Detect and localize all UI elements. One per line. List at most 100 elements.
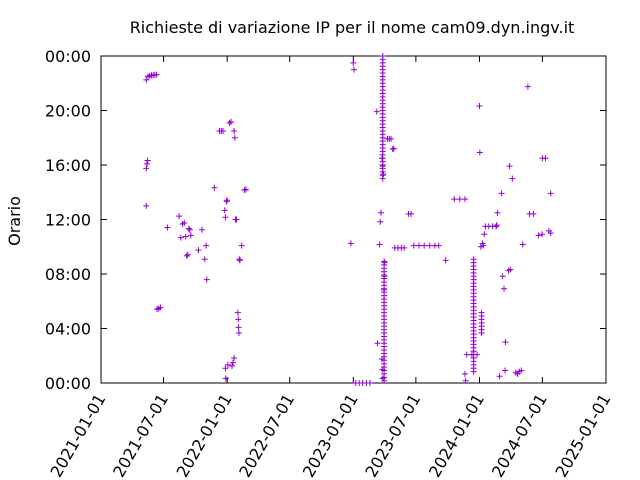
data-point (451, 196, 458, 203)
data-point (388, 135, 395, 142)
data-point (223, 198, 230, 205)
y-tick-label: 00:00 (45, 47, 91, 66)
data-point (462, 377, 469, 384)
data-point (157, 304, 164, 311)
data-point (203, 276, 210, 283)
x-tick-label: 2024-01-01 (425, 391, 488, 480)
data-point (518, 367, 525, 374)
data-point (390, 145, 397, 152)
data-point (238, 242, 245, 249)
data-point (198, 226, 205, 233)
x-tick-label: 2022-07-01 (235, 391, 298, 480)
data-point (186, 226, 193, 233)
data-point (377, 209, 384, 216)
data-point (470, 256, 477, 263)
data-point (143, 160, 150, 167)
data-points (143, 53, 554, 386)
data-point (535, 232, 542, 239)
data-point (435, 242, 442, 249)
data-point (176, 213, 183, 220)
data-point (224, 197, 231, 204)
data-point (374, 340, 381, 347)
data-point (461, 196, 468, 203)
data-point (408, 210, 415, 217)
data-point (373, 108, 380, 115)
y-axis-label: Orario (5, 196, 24, 246)
data-point (456, 196, 463, 203)
data-point (530, 210, 537, 217)
y-tick-label: 00:00 (45, 374, 91, 393)
data-point (236, 256, 243, 263)
data-point (507, 266, 514, 273)
data-point (478, 309, 485, 316)
axes: 00:0004:0008:0012:0016:0020:0000:002021-… (45, 47, 615, 480)
data-point (542, 155, 549, 162)
data-point (347, 240, 354, 247)
data-point (519, 241, 526, 248)
data-point (502, 339, 509, 346)
data-point (498, 190, 505, 197)
data-point (224, 361, 231, 368)
data-point (351, 66, 358, 73)
data-point (366, 380, 373, 386)
data-point (509, 175, 516, 182)
data-point (231, 127, 238, 134)
data-point (381, 258, 388, 265)
data-point (524, 83, 531, 90)
data-point (416, 242, 423, 249)
data-point (177, 234, 184, 241)
y-tick-label: 04:00 (45, 320, 91, 339)
data-point (143, 165, 150, 172)
data-point (426, 242, 433, 249)
x-tick-label: 2025-01-01 (552, 391, 615, 480)
x-tick-label: 2023-07-01 (361, 391, 424, 480)
data-point (547, 230, 554, 237)
data-point (461, 370, 468, 377)
chart-title: Richieste di variazione IP per il nome c… (130, 18, 575, 37)
data-point (235, 324, 242, 331)
data-point (234, 309, 241, 316)
data-point (220, 127, 227, 134)
x-tick-label: 2022-01-01 (173, 391, 236, 480)
data-point (501, 285, 508, 292)
plot-frame (100, 55, 607, 384)
data-point (410, 242, 417, 249)
x-tick-label: 2024-07-01 (488, 391, 551, 480)
data-point (379, 53, 386, 59)
data-point (547, 190, 554, 197)
data-point (235, 316, 242, 323)
data-point (499, 273, 506, 280)
data-point (493, 223, 500, 230)
data-point (242, 186, 249, 193)
data-point (184, 251, 191, 258)
y-tick-label: 20:00 (45, 102, 91, 121)
data-point (401, 244, 408, 251)
data-point (143, 76, 150, 83)
data-point (164, 224, 171, 231)
data-point (236, 257, 243, 264)
data-point (211, 184, 218, 191)
data-point (183, 252, 190, 259)
x-tick-label: 2021-01-01 (47, 391, 110, 480)
data-point (350, 59, 357, 66)
data-point (480, 242, 487, 249)
data-point (143, 202, 150, 209)
data-point (493, 222, 500, 229)
y-tick-label: 16:00 (45, 156, 91, 175)
data-point (229, 362, 236, 369)
data-point (201, 256, 208, 263)
data-point (506, 163, 513, 170)
x-tick-label: 2021-07-01 (109, 391, 172, 480)
data-point (231, 355, 238, 362)
data-point (539, 231, 546, 238)
data-point (203, 242, 210, 249)
data-point (153, 71, 160, 78)
data-point (195, 247, 202, 254)
data-point (185, 225, 192, 232)
data-point (235, 330, 242, 337)
data-point (222, 365, 229, 372)
data-point (421, 242, 428, 249)
data-point (231, 134, 238, 141)
